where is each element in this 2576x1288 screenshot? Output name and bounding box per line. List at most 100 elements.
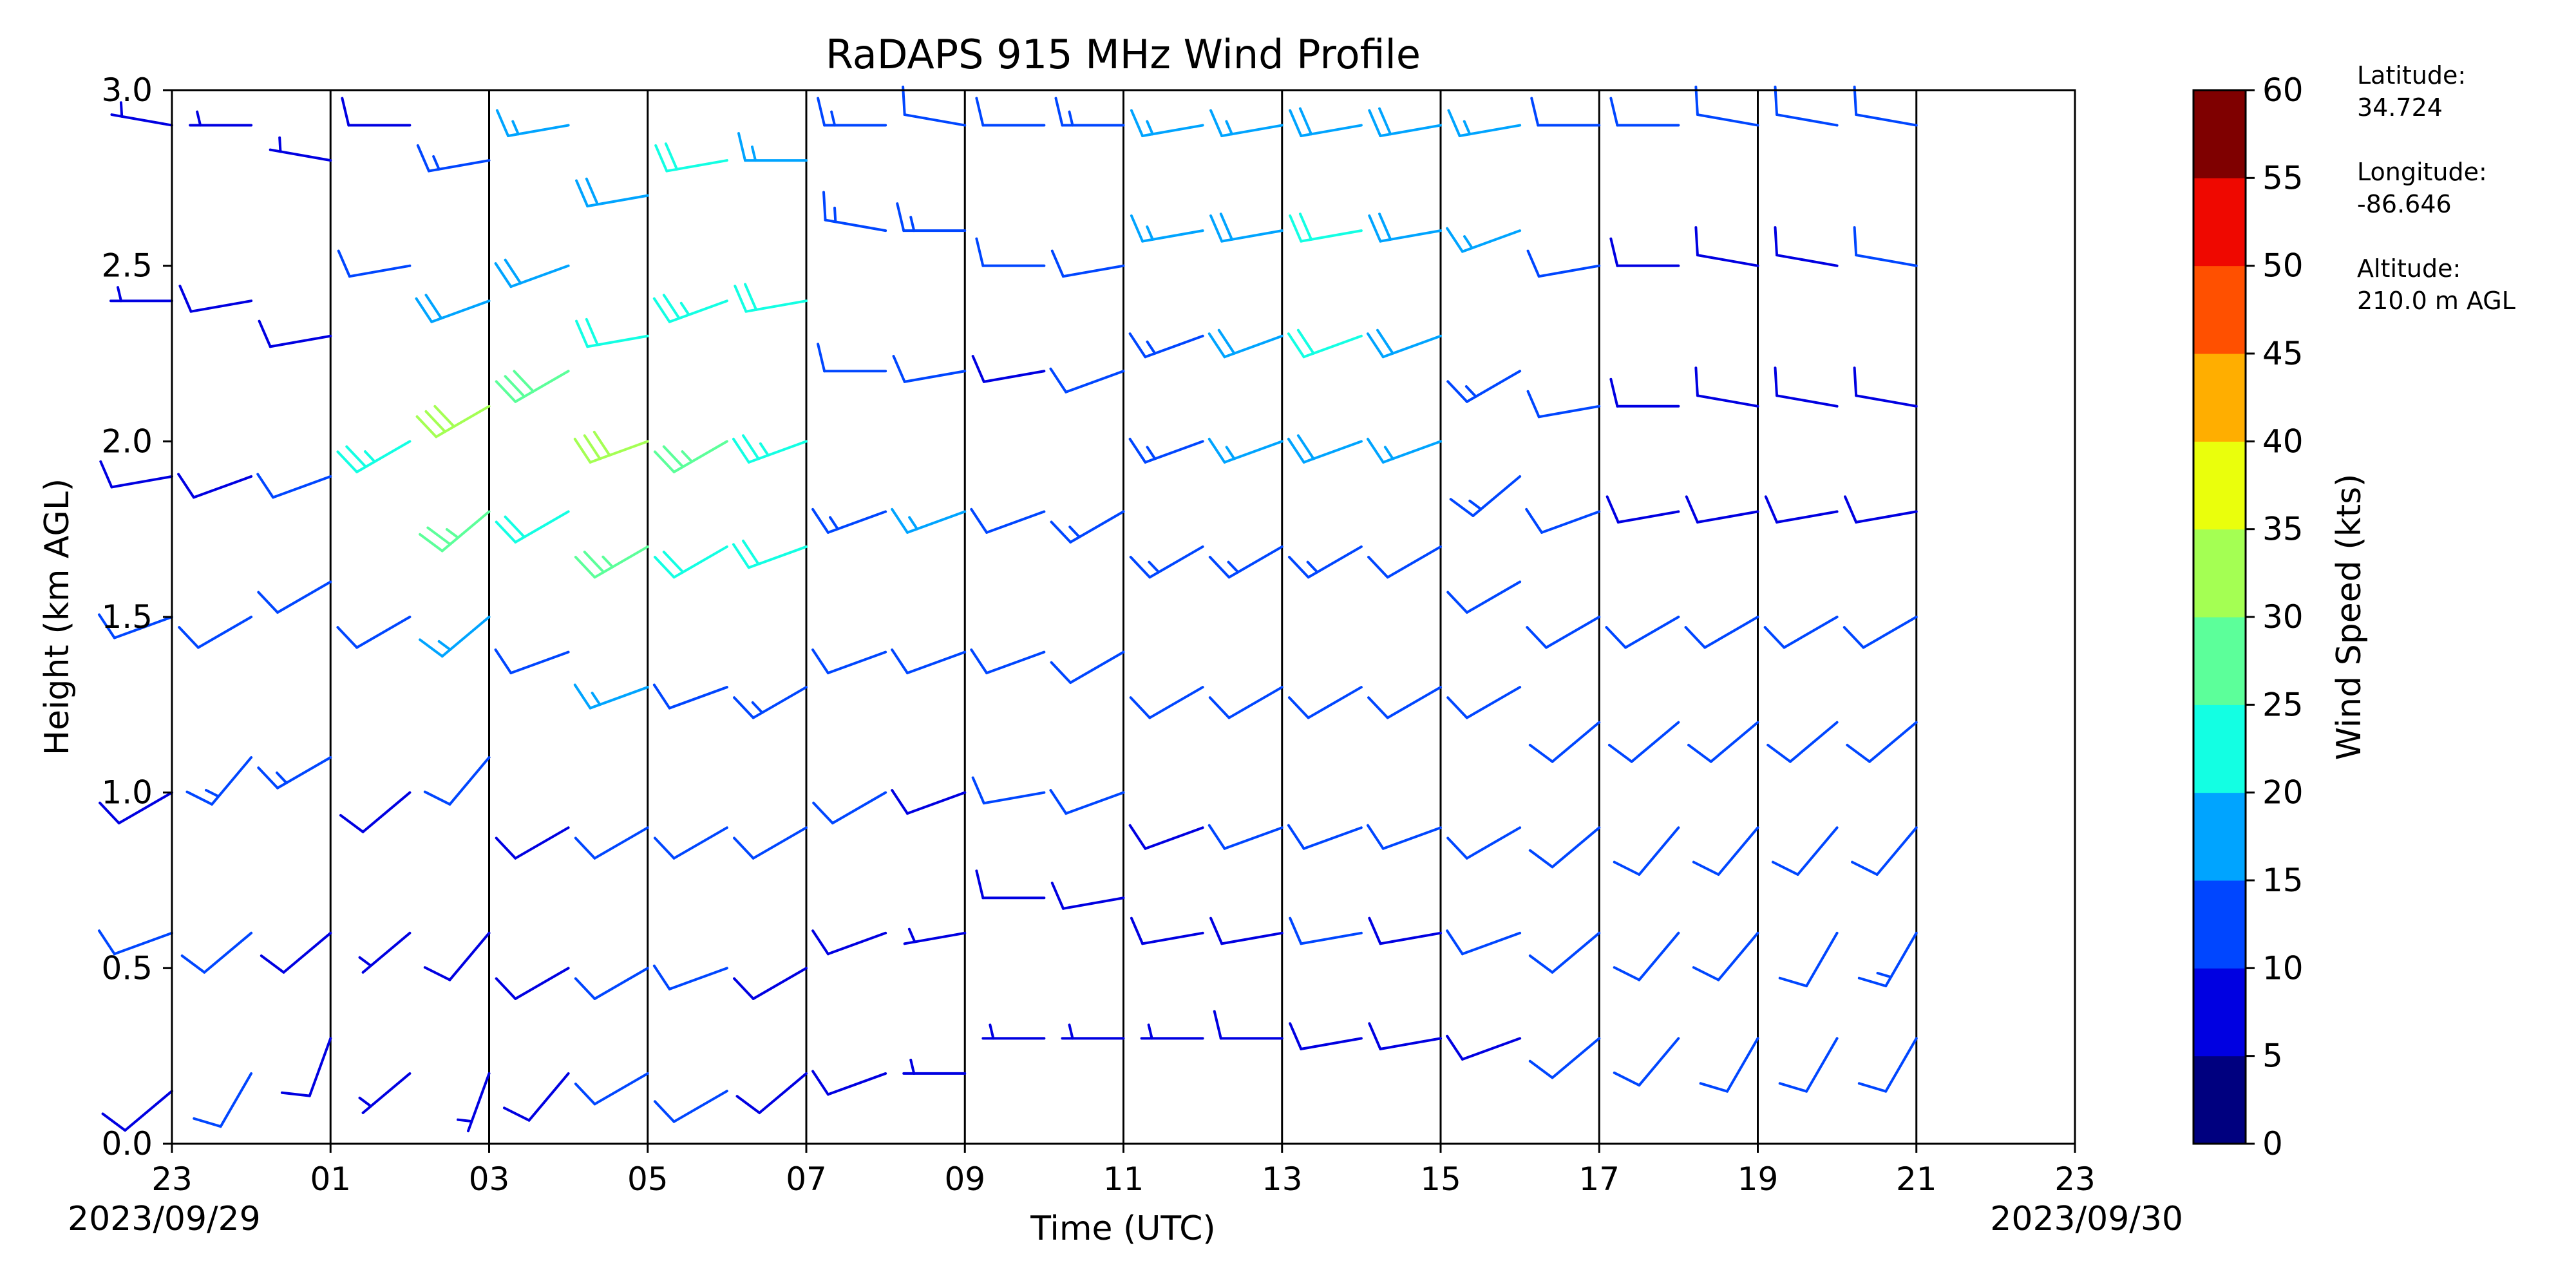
wind-barb (1208, 328, 1283, 359)
wind-barb (258, 319, 332, 348)
wind-barb (1699, 1037, 1759, 1093)
y-tick-label: 3.0 (101, 71, 153, 109)
wind-barb (971, 355, 1046, 383)
colorbar-tick-label: 60 (2262, 71, 2304, 109)
wind-barb (1851, 826, 1918, 876)
wind-barb (1213, 1010, 1283, 1040)
wind-barb (1613, 826, 1680, 876)
wind-barb (733, 967, 808, 1000)
wind-barb (1446, 580, 1522, 614)
y-tick-label: 1.0 (101, 774, 153, 811)
wind-barb (1287, 545, 1363, 579)
wind-barb (892, 355, 967, 383)
wind-barb (336, 440, 412, 473)
x-tick-label: 03 (469, 1160, 510, 1198)
wind-barb (1853, 226, 1918, 267)
wind-barb (1366, 824, 1442, 850)
wind-barb (811, 507, 887, 534)
wind-barb (1774, 85, 1839, 127)
wind-barb (1609, 237, 1680, 267)
wind-barb (1853, 85, 1918, 127)
y-tick-label: 2.5 (101, 247, 153, 285)
colorbar-tick-label: 40 (2262, 422, 2304, 460)
wind-barb (260, 931, 332, 974)
wind-barb (811, 929, 887, 956)
wind-barb (189, 110, 253, 127)
wind-barb (817, 343, 887, 373)
y-tick-label: 1.5 (101, 598, 153, 636)
wind-barb (415, 294, 491, 323)
wind-barb (1694, 226, 1759, 267)
wind-barb (1526, 249, 1601, 278)
x-tick-label: 21 (1896, 1160, 1937, 1198)
wind-barb (494, 648, 570, 675)
colorbar-tick-label: 0 (2262, 1125, 2283, 1162)
colorbar-segment (2193, 968, 2246, 1057)
wind-barb (1287, 686, 1363, 719)
wind-barb (97, 613, 173, 639)
wind-barb (652, 683, 728, 710)
colorbar-segments (2193, 90, 2246, 1144)
wind-barb (1613, 931, 1680, 981)
wind-barb (1289, 916, 1363, 945)
wind-barb (419, 616, 491, 658)
wind-barb (1446, 370, 1522, 403)
x-tick-label: 13 (1262, 1160, 1303, 1198)
wind-barb (1771, 826, 1839, 876)
station-info: Latitude: 34.724 Longitude: -86.646 Alti… (2357, 61, 2515, 315)
wind-barb (1208, 437, 1283, 464)
wind-barb (178, 285, 253, 313)
wind-barb (1128, 332, 1204, 359)
wind-barb (1128, 824, 1204, 850)
wind-barb (1209, 916, 1283, 945)
wind-barb (1446, 1034, 1522, 1061)
start-date-label: 2023/09/29 (68, 1200, 261, 1238)
wind-barb (971, 776, 1046, 805)
wind-barb (970, 648, 1046, 675)
wind-barb (1289, 107, 1363, 138)
colorbar-tick-label: 30 (2262, 598, 2304, 636)
colorbar-tick-label: 45 (2262, 335, 2304, 372)
wind-barb (1774, 366, 1839, 408)
wind-barb (1687, 721, 1759, 763)
longitude-value: -86.646 (2357, 190, 2452, 218)
x-axis: 23 01 03 05 07 09 11 13 15 17 19 21 23 (151, 1144, 2096, 1198)
wind-barb (902, 85, 967, 127)
wind-barb (495, 370, 570, 403)
wind-barb (495, 510, 570, 544)
wind-barb (1140, 1023, 1204, 1040)
wind-barb (1684, 616, 1759, 649)
colorbar-tick-label: 25 (2262, 686, 2304, 723)
colorbar-segment (2193, 1056, 2246, 1144)
wind-barb (1287, 328, 1363, 359)
wind-barb (339, 791, 412, 833)
wind-barb (1609, 97, 1680, 127)
wind-barb (178, 616, 253, 649)
wind-barb (891, 789, 967, 815)
wind-barb (1209, 109, 1283, 138)
wind-barb (1605, 616, 1680, 649)
wind-barb (1050, 249, 1125, 278)
wind-barb (573, 683, 649, 710)
wind-barb (416, 144, 491, 173)
colorbar-tick-label: 5 (2262, 1037, 2283, 1075)
wind-barb (1289, 213, 1363, 243)
wind-barb (1528, 1037, 1601, 1079)
wind-barb (732, 539, 808, 569)
wind-barb (495, 826, 570, 860)
wind-barb (817, 97, 887, 127)
y-axis: 0.0 0.5 1.0 1.5 2.0 2.5 3.0 (101, 71, 172, 1162)
colorbar-segment (2193, 441, 2246, 530)
colorbar-tick-label: 10 (2262, 949, 2304, 987)
wind-barb (257, 580, 332, 614)
wind-barb (1050, 650, 1125, 685)
wind-barb (970, 507, 1046, 534)
wind-barb (1208, 545, 1283, 579)
wind-barb (109, 286, 173, 303)
wind-barb (1778, 931, 1839, 988)
wind-barb (1607, 721, 1680, 763)
wind-barb (1289, 1022, 1363, 1050)
wind-barb (336, 616, 412, 649)
y-tick-label: 2.0 (101, 422, 153, 460)
colorbar-segment (2193, 265, 2246, 354)
